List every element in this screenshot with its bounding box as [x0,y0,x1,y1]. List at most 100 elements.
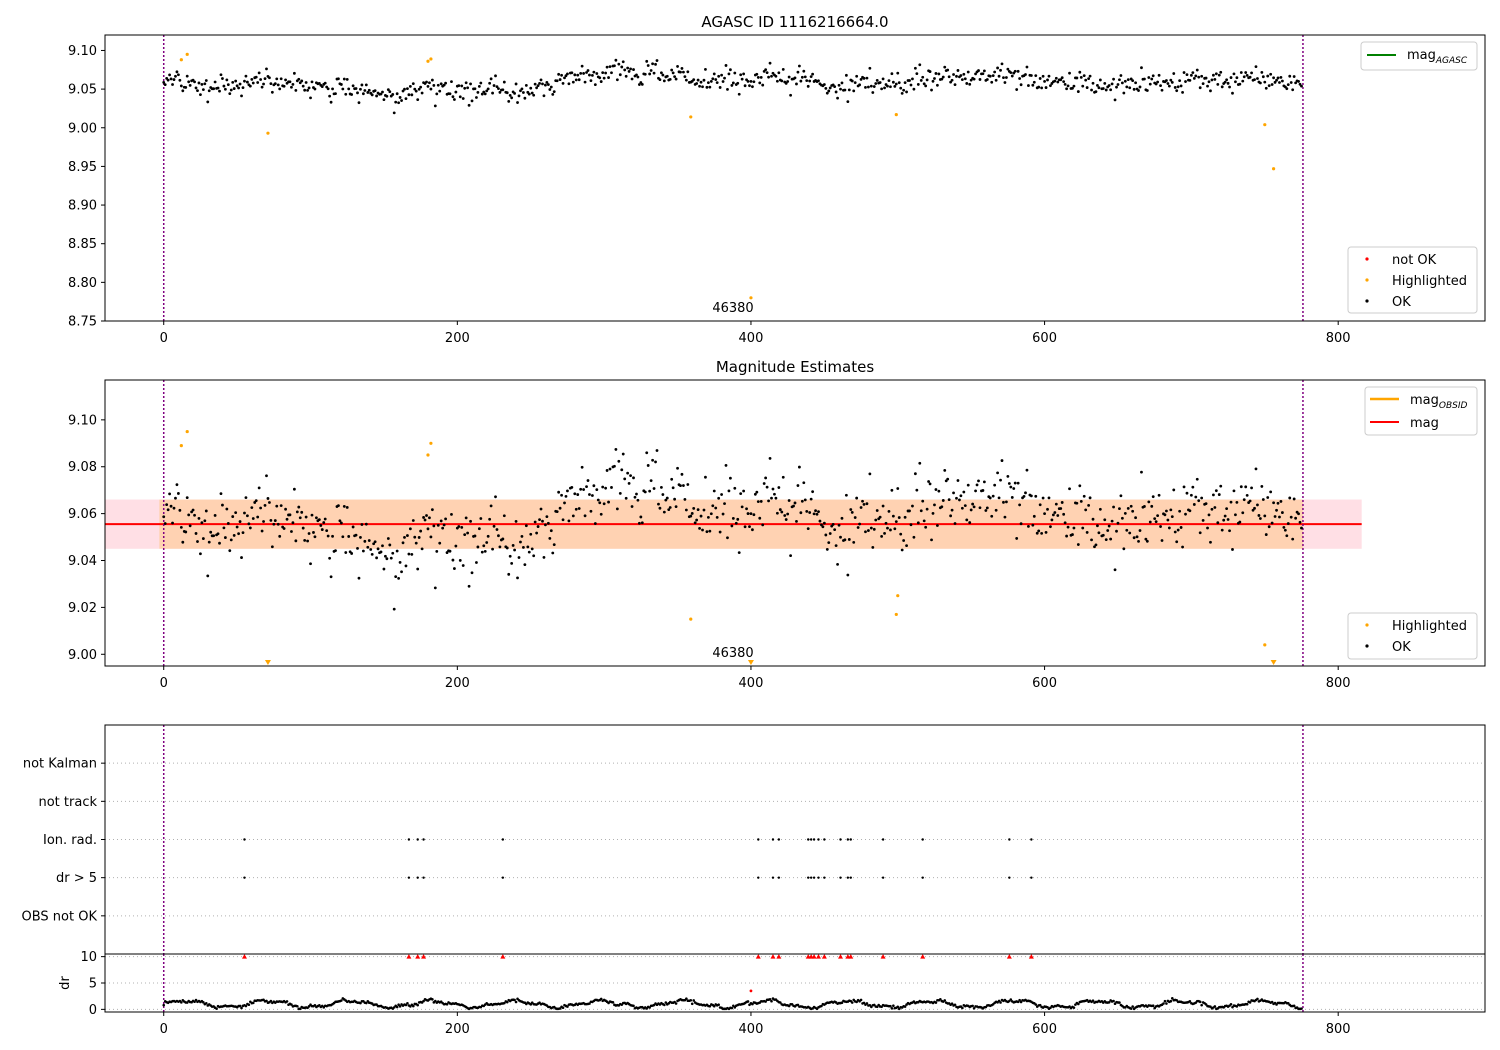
ok-point [800,75,804,79]
dr-clipped-marker [776,954,782,959]
ok-point [539,78,543,82]
ok-point [859,77,863,81]
ok-point [928,482,932,486]
ok-point [990,514,994,518]
ok-point [624,74,628,78]
ok-point [243,79,246,83]
ok-point [1175,540,1179,544]
ok-point [404,564,408,568]
highlighted-point [185,429,189,434]
ok-point [709,512,713,516]
ok-point [473,534,477,538]
ok-point [207,89,211,93]
ok-point [796,484,800,487]
ok-point [695,82,699,85]
ok-point [244,74,248,78]
ok-point [558,506,562,510]
flag-point [1008,876,1011,879]
ok-point [720,493,723,496]
x-tick-label: 0 [160,1022,168,1037]
ok-point [896,487,900,490]
ok-point [605,65,609,69]
ok-point [426,527,430,531]
ok-point [1027,84,1030,87]
ok-point [326,534,330,538]
ok-point [818,519,822,523]
ok-point [1185,73,1189,77]
dr-point [416,1003,420,1007]
ok-point [527,92,531,96]
ok-point [1197,499,1201,503]
ok-point [162,81,166,84]
ok-point [676,65,679,68]
ok-point [950,508,954,512]
ok-point [1235,501,1239,504]
ok-point [1285,534,1289,538]
x-tick-label: 0 [160,676,168,691]
dr-point [787,1004,791,1008]
ok-point [489,77,493,81]
ok-point [1235,76,1239,80]
ok-point [887,509,891,513]
ok-point [683,497,687,501]
ok-point [880,87,884,91]
ok-point [1241,79,1245,83]
ok-point [751,85,754,89]
ok-point [188,83,192,87]
ok-point [461,564,465,567]
ok-point [1143,505,1146,508]
dr-point [340,999,343,1002]
dr-clipped-marker [1006,954,1012,959]
ok-point [620,65,624,69]
ok-point [294,88,298,92]
ok-point [908,509,911,513]
ok-point [216,86,220,90]
ok-point [734,521,738,525]
ok-point [413,535,417,539]
ok-point [558,78,562,81]
ok-point [408,527,412,531]
ok-point [881,77,885,81]
ok-point [1207,513,1211,517]
ok-point [400,570,403,574]
ok-point [1043,79,1046,83]
ok-point [784,518,788,521]
ok-point [1189,73,1193,77]
ok-point [171,83,174,86]
ok-point [1289,81,1293,84]
legend-2-highlighted: Highlighted [1392,619,1467,634]
ok-point [403,87,406,91]
flag-point [757,876,760,879]
ok-point [477,527,481,531]
ok-point [288,80,292,84]
dr-point [265,999,268,1003]
ok-point [886,526,889,530]
ok-point [1024,491,1027,495]
dr-point [746,1000,750,1003]
ok-point [392,607,396,611]
ok-point [432,524,436,528]
ok-point [482,544,486,548]
ok-point [174,74,177,78]
dr-point [796,1003,800,1007]
ok-point [930,88,933,92]
ok-point [458,559,462,562]
ok-point [607,500,610,504]
ok-point [601,485,605,489]
panel-1-annotation: 46380 [712,301,753,316]
ok-point [582,488,585,491]
ok-point [652,71,656,75]
ok-point [303,538,307,542]
ok-point [955,496,958,500]
panel-1-title: AGASC ID 1116216664.0 [701,13,888,31]
legend-ok: OK [1392,295,1411,310]
ok-point [204,509,208,513]
ok-point [1239,485,1243,489]
ok-point [643,490,647,494]
dr-point [1198,1000,1202,1004]
ok-point [787,75,791,79]
ok-point [561,518,565,522]
ok-point [1156,80,1160,84]
ok-point [654,460,657,464]
ok-point [767,75,770,79]
